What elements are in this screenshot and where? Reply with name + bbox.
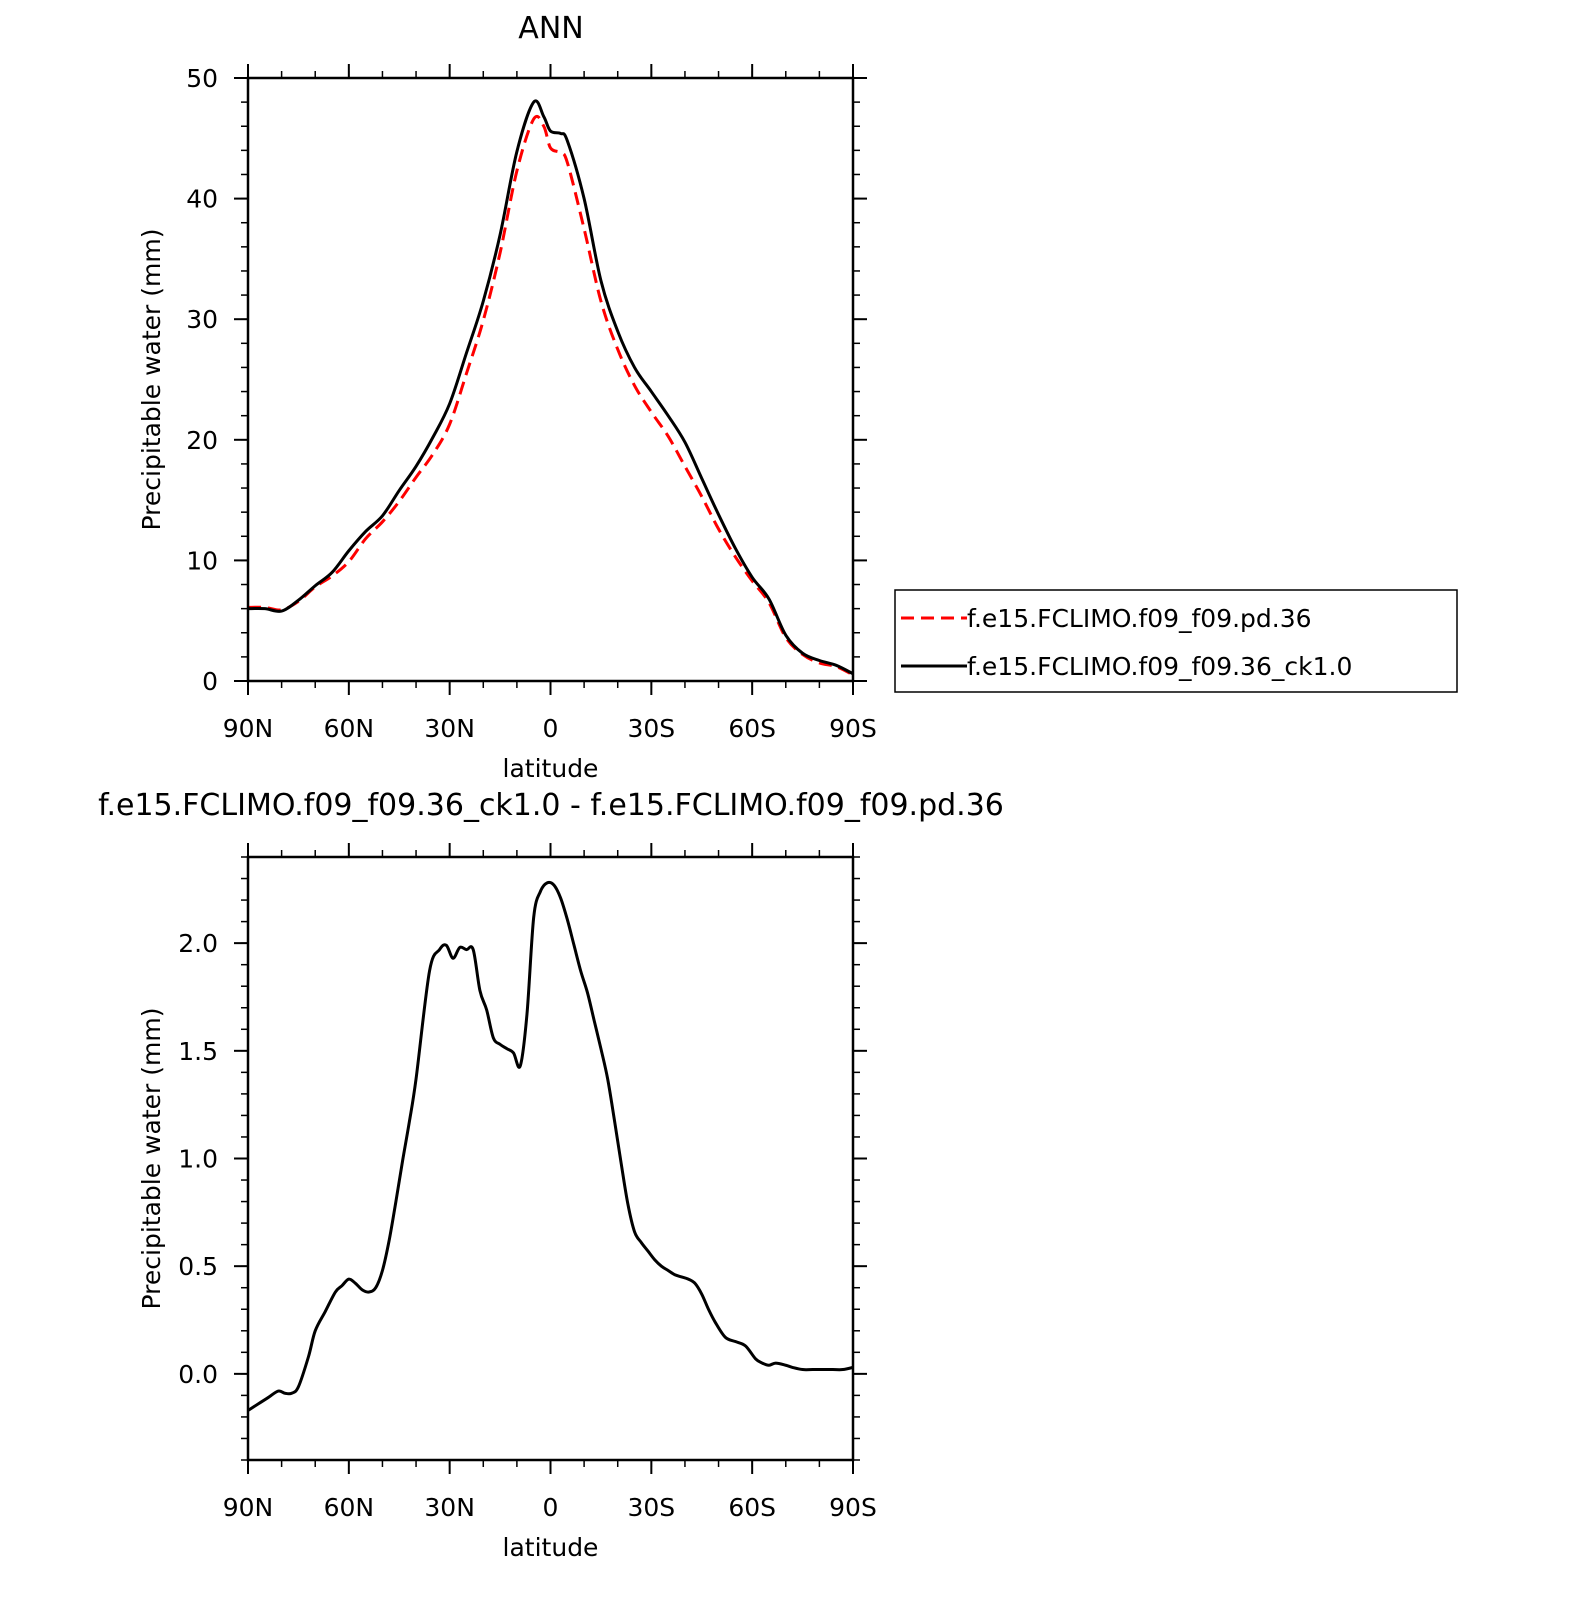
y-tick-label: 10 xyxy=(186,546,218,575)
x-tick-label: 60N xyxy=(324,714,375,743)
x-tick-label: 60N xyxy=(324,1493,375,1522)
bottom-chart-panel: f.e15.FCLIMO.f09_f09.36_ck1.0 - f.e15.FC… xyxy=(98,788,1004,1562)
x-axis-label: latitude xyxy=(503,754,599,783)
legend-label-0: f.e15.FCLIMO.f09_f09.pd.36 xyxy=(967,604,1312,633)
y-axis-label: Precipitable water (mm) xyxy=(137,1008,166,1310)
x-tick-label: 90N xyxy=(223,714,274,743)
chart-title: ANN xyxy=(518,11,583,46)
x-tick-label: 30N xyxy=(424,1493,475,1522)
series-line-0 xyxy=(248,880,853,1412)
y-tick-label: 30 xyxy=(186,305,218,334)
x-tick-label: 90N xyxy=(223,1493,274,1522)
x-tick-label: 90S xyxy=(829,714,877,743)
x-tick-label: 30N xyxy=(424,714,475,743)
x-tick-label: 30S xyxy=(627,1493,675,1522)
x-axis-label: latitude xyxy=(503,1533,599,1562)
y-axis-label: Precipitable water (mm) xyxy=(137,229,166,531)
x-tick-label: 60S xyxy=(728,1493,776,1522)
x-tick-label: 60S xyxy=(728,714,776,743)
y-tick-label: 2.0 xyxy=(178,929,218,958)
chart-title: f.e15.FCLIMO.f09_f09.36_ck1.0 - f.e15.FC… xyxy=(98,788,1004,823)
legend-box xyxy=(894,589,1458,693)
y-tick-label: 50 xyxy=(186,64,218,93)
y-tick-label: 1.0 xyxy=(178,1145,218,1174)
y-tick-label: 20 xyxy=(186,426,218,455)
y-tick-label: 40 xyxy=(186,185,218,214)
plot-frame xyxy=(246,855,855,1462)
x-tick-label: 30S xyxy=(627,714,675,743)
y-tick-label: 1.5 xyxy=(178,1037,218,1066)
y-tick-label: 0.0 xyxy=(178,1360,218,1389)
legend-label-1: f.e15.FCLIMO.f09_f09.36_ck1.0 xyxy=(967,652,1352,681)
series-line-0 xyxy=(248,114,853,677)
x-tick-label: 0 xyxy=(543,714,559,743)
top-chart-panel: ANN 0 10 20 30 40 50 90N 60N 30N 0 30S 60S 90S latitud… xyxy=(137,11,1458,783)
y-tick-label: 0.5 xyxy=(178,1252,218,1281)
x-tick-label: 90S xyxy=(829,1493,877,1522)
series-line-1 xyxy=(248,99,853,676)
x-tick-label: 0 xyxy=(543,1493,559,1522)
y-tick-label: 0 xyxy=(202,667,218,696)
